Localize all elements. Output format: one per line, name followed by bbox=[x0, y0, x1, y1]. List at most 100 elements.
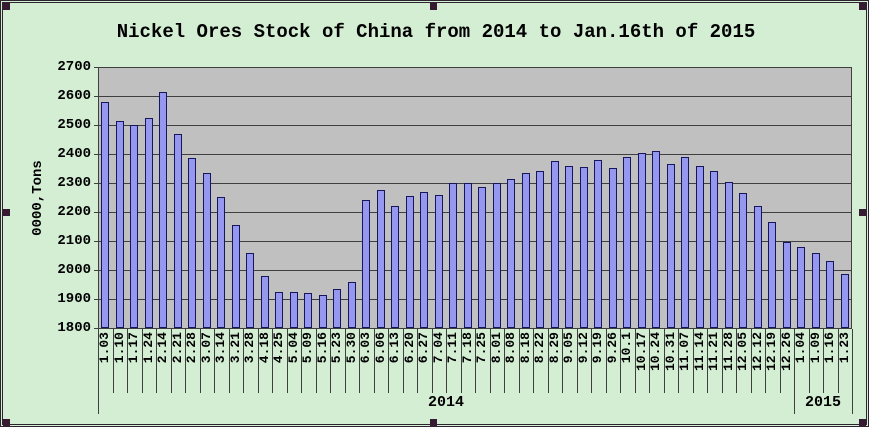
selection-handle-bottom-middle[interactable] bbox=[430, 419, 437, 426]
selection-handle-top-right[interactable] bbox=[859, 3, 866, 10]
category-separator bbox=[475, 329, 476, 393]
y-tick-label: 2000 bbox=[57, 262, 91, 278]
category-separator bbox=[345, 329, 346, 393]
x-tick-label: 6.06 bbox=[372, 332, 388, 364]
bar-1.04 bbox=[797, 247, 805, 328]
category-separator bbox=[316, 329, 317, 393]
category-separator bbox=[171, 329, 172, 393]
category-separator bbox=[519, 329, 520, 393]
x-tick-label: 7.04 bbox=[430, 332, 446, 364]
y-tick-label: 2100 bbox=[57, 233, 91, 249]
year-group-label: 2014 bbox=[427, 394, 464, 411]
category-separator bbox=[214, 329, 215, 393]
category-separator bbox=[504, 329, 505, 393]
y-axis-tick bbox=[94, 154, 98, 155]
selection-handle-top-middle[interactable] bbox=[430, 3, 437, 10]
bar-10.1 bbox=[623, 157, 631, 328]
category-separator bbox=[432, 329, 433, 393]
selection-handle-middle-right[interactable] bbox=[859, 209, 866, 216]
bar-1.24 bbox=[145, 118, 153, 328]
category-separator bbox=[330, 329, 331, 393]
bar-4.25 bbox=[275, 292, 283, 328]
x-tick-label: 12.05 bbox=[735, 332, 751, 372]
category-separator bbox=[113, 329, 114, 393]
x-tick-label: 11.28 bbox=[720, 332, 736, 372]
category-separator bbox=[229, 329, 230, 393]
bar-1.09 bbox=[812, 253, 820, 328]
gridline bbox=[99, 96, 851, 97]
bar-9.26 bbox=[609, 168, 617, 328]
x-tick-label: 1.16 bbox=[822, 332, 838, 364]
x-tick-label: 11.14 bbox=[691, 332, 707, 372]
bar-10.17 bbox=[638, 153, 646, 328]
y-tick-label: 2700 bbox=[57, 59, 91, 75]
x-tick-label: 12.19 bbox=[764, 332, 780, 372]
selection-handle-middle-left[interactable] bbox=[3, 209, 10, 216]
category-separator bbox=[751, 329, 752, 393]
x-tick-label: 9.05 bbox=[561, 332, 577, 364]
gridline bbox=[99, 299, 851, 300]
plot-area bbox=[98, 67, 852, 329]
bar-1.23 bbox=[841, 274, 849, 328]
year-group-line bbox=[98, 329, 99, 414]
x-tick-label: 1.23 bbox=[836, 332, 852, 364]
category-separator bbox=[606, 329, 607, 393]
gridline bbox=[99, 270, 851, 271]
bar-5.09 bbox=[304, 293, 312, 328]
x-tick-label: 10.1 bbox=[619, 332, 635, 364]
x-tick-label: 6.03 bbox=[358, 332, 374, 364]
x-tick-label: 11.21 bbox=[706, 332, 722, 372]
selection-handle-bottom-left[interactable] bbox=[3, 419, 10, 426]
category-separator bbox=[403, 329, 404, 393]
selection-handle-bottom-right[interactable] bbox=[859, 419, 866, 426]
bar-9.05 bbox=[565, 166, 573, 328]
x-tick-label: 2.14 bbox=[155, 332, 171, 364]
y-axis-tick bbox=[94, 212, 98, 213]
bar-5.04 bbox=[290, 292, 298, 328]
bar-11.28 bbox=[725, 182, 733, 328]
bar-8.01 bbox=[493, 183, 501, 328]
category-separator bbox=[142, 329, 143, 393]
category-separator bbox=[809, 329, 810, 393]
year-group-line bbox=[794, 329, 795, 414]
category-separator bbox=[707, 329, 708, 393]
y-axis-tick bbox=[94, 96, 98, 97]
category-separator bbox=[548, 329, 549, 393]
category-separator bbox=[780, 329, 781, 393]
category-separator bbox=[301, 329, 302, 393]
category-separator bbox=[127, 329, 128, 393]
x-tick-label: 5.30 bbox=[343, 332, 359, 364]
x-tick-label: 4.18 bbox=[256, 332, 272, 364]
category-separator bbox=[533, 329, 534, 393]
x-tick-label: 1.03 bbox=[97, 332, 113, 364]
category-separator bbox=[664, 329, 665, 393]
x-tick-label: 5.04 bbox=[285, 332, 301, 364]
category-separator bbox=[620, 329, 621, 393]
selection-handle-top-left[interactable] bbox=[3, 3, 10, 10]
category-separator bbox=[243, 329, 244, 393]
category-separator bbox=[272, 329, 273, 393]
gridline bbox=[99, 154, 851, 155]
bar-8.18 bbox=[522, 173, 530, 328]
category-separator bbox=[693, 329, 694, 393]
x-tick-label: 5.16 bbox=[314, 332, 330, 364]
bar-11.14 bbox=[696, 166, 704, 328]
bar-1.16 bbox=[826, 261, 834, 328]
y-axis-title: 0000,Tons bbox=[30, 160, 46, 236]
y-axis-tick bbox=[94, 67, 98, 68]
y-axis-tick bbox=[94, 125, 98, 126]
category-separator bbox=[461, 329, 462, 393]
y-axis-tick bbox=[94, 270, 98, 271]
x-tick-label: 2.28 bbox=[184, 332, 200, 364]
x-tick-label: 6.13 bbox=[387, 332, 403, 364]
bar-7.25 bbox=[478, 187, 486, 328]
bar-6.20 bbox=[406, 196, 414, 328]
x-tick-label: 1.17 bbox=[126, 332, 142, 364]
y-tick-label: 2200 bbox=[57, 204, 91, 220]
x-tick-label: 1.04 bbox=[793, 332, 809, 364]
x-tick-label: 7.11 bbox=[445, 332, 461, 364]
bar-11.21 bbox=[710, 171, 718, 328]
bar-6.06 bbox=[377, 190, 385, 328]
y-tick-label: 2300 bbox=[57, 175, 91, 191]
